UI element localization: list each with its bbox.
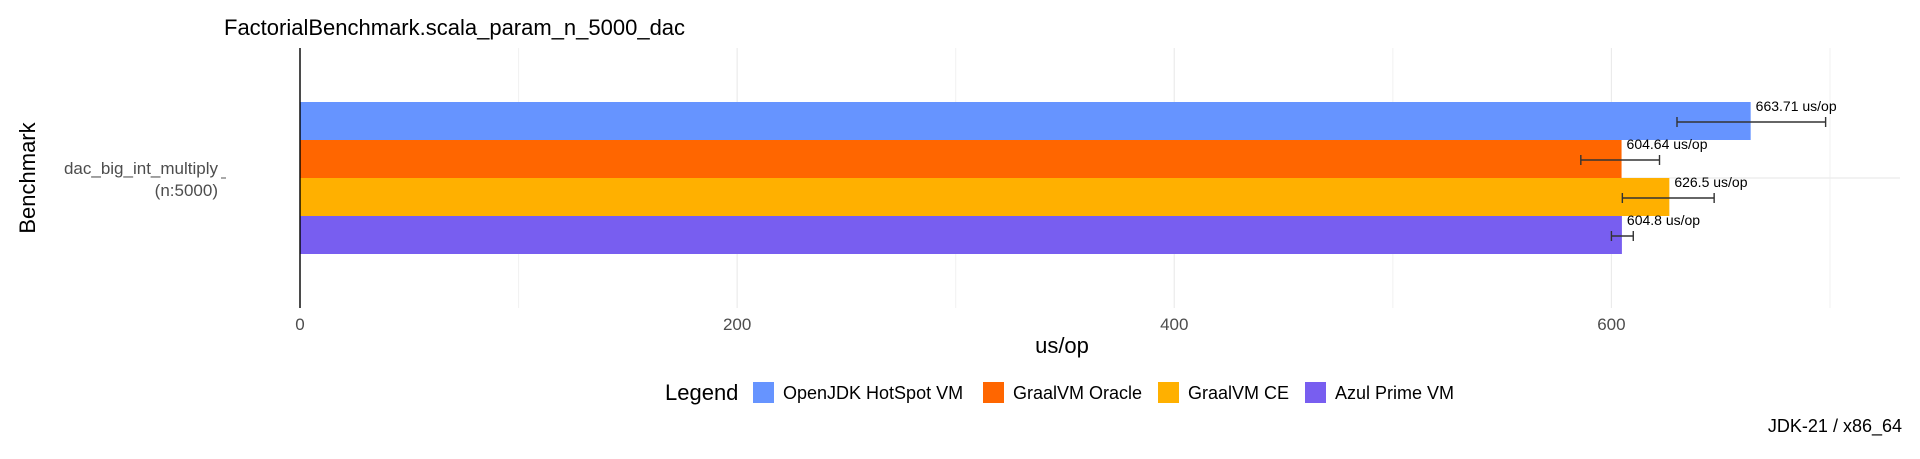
x-tick-label: 600 bbox=[1597, 315, 1625, 334]
legend-swatch bbox=[1158, 382, 1179, 403]
x-tick-labels: 0 200 400 600 bbox=[295, 315, 1625, 334]
legend-item: GraalVM CE bbox=[1158, 382, 1289, 403]
error-bars bbox=[1580, 117, 1827, 241]
legend-label: Azul Prime VM bbox=[1335, 383, 1454, 403]
chart-title: FactorialBenchmark.scala_param_n_5000_da… bbox=[224, 15, 685, 40]
bar-azul-prime-vm bbox=[300, 216, 1622, 254]
x-tick-label: 0 bbox=[295, 315, 304, 334]
bar-graalvm-ce bbox=[300, 178, 1670, 216]
legend: Legend OpenJDK HotSpot VM GraalVM Oracle Gr… bbox=[665, 380, 1454, 405]
legend-item: OpenJDK HotSpot VM bbox=[753, 382, 963, 403]
data-label: 626.5 us/op bbox=[1674, 174, 1747, 190]
legend-label: OpenJDK HotSpot VM bbox=[783, 383, 963, 403]
data-label: 604.64 us/op bbox=[1627, 136, 1708, 152]
bar-openjdk-hotspot-vm bbox=[300, 102, 1751, 140]
bars bbox=[300, 102, 1751, 254]
data-label: 604.8 us/op bbox=[1627, 212, 1700, 228]
x-tick-label: 400 bbox=[1160, 315, 1188, 334]
y-tick-label: dac_big_int_multiply bbox=[64, 159, 219, 178]
legend-swatch bbox=[753, 382, 774, 403]
legend-label: GraalVM Oracle bbox=[1013, 383, 1142, 403]
error-bar bbox=[1621, 193, 1715, 203]
legend-title: Legend bbox=[665, 380, 738, 405]
y-axis-label: Benchmark bbox=[15, 121, 40, 233]
x-tick-label: 200 bbox=[723, 315, 751, 334]
legend-swatch bbox=[1305, 382, 1326, 403]
data-labels: 663.71 us/op 604.64 us/op 626.5 us/op 604.8… bbox=[1627, 98, 1837, 228]
error-bar bbox=[1610, 231, 1634, 241]
error-bar bbox=[1676, 117, 1827, 127]
legend-item: Azul Prime VM bbox=[1305, 382, 1454, 403]
legend-swatch bbox=[983, 382, 1004, 403]
legend-label: GraalVM CE bbox=[1188, 383, 1289, 403]
error-bar bbox=[1580, 155, 1661, 165]
data-label: 663.71 us/op bbox=[1756, 98, 1837, 114]
y-tick-label: (n:5000) bbox=[155, 181, 218, 200]
legend-item: GraalVM Oracle bbox=[983, 382, 1142, 403]
bar-graalvm-oracle bbox=[300, 140, 1622, 178]
chart-caption: JDK-21 / x86_64 bbox=[1768, 416, 1902, 437]
x-axis-label: us/op bbox=[1035, 333, 1089, 358]
